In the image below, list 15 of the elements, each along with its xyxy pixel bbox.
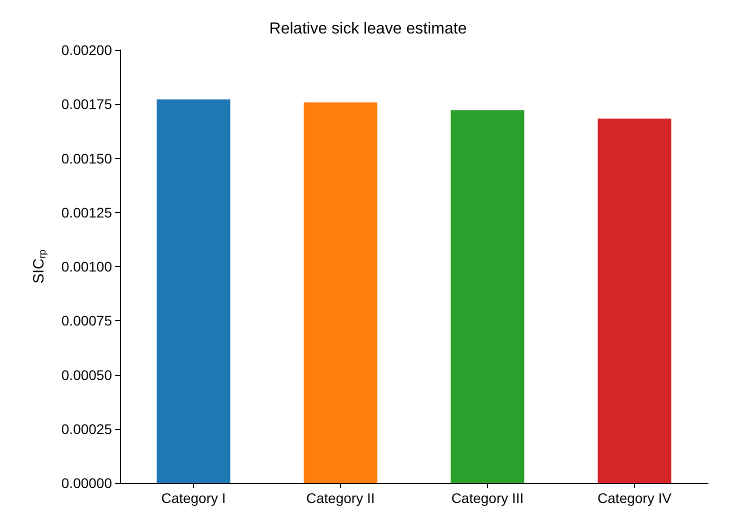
- y-axis-title: SICrp: [30, 249, 48, 284]
- x-tick-label: Category I: [161, 490, 226, 506]
- chart-title: Relative sick leave estimate: [269, 20, 467, 38]
- y-tick-label: 0.00200: [61, 42, 112, 58]
- y-tick-label: 0.00075: [61, 312, 112, 329]
- x-tick-label: Category II: [306, 490, 375, 506]
- y-tick-label: 0.00150: [61, 150, 112, 166]
- y-tick-label: 0.00125: [61, 204, 112, 220]
- y-tick-label: 0.00175: [61, 96, 112, 112]
- x-tick-label: Category IV: [598, 490, 672, 506]
- x-tick-label: Category III: [451, 490, 524, 506]
- y-tick-label: 0.00025: [61, 420, 112, 437]
- y-tick-label: 0.00050: [61, 366, 112, 383]
- y-tick-label: 0.00100: [61, 258, 112, 274]
- y-tick-label: 0.00000: [61, 475, 112, 491]
